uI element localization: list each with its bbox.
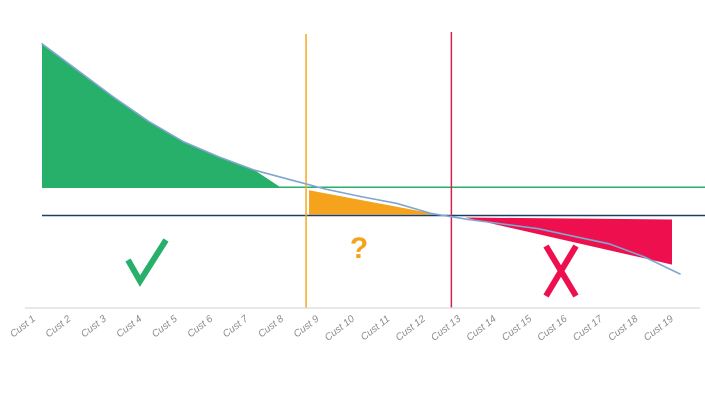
series-point <box>147 120 150 122</box>
series-point <box>324 188 327 190</box>
x-tick-label: Cust 5 <box>150 313 180 340</box>
accept-zone-area <box>42 43 281 188</box>
x-tick-label: Cust 14 <box>465 313 499 343</box>
x-mark-stroke-2 <box>543 244 579 298</box>
x-tick-label: Cust 8 <box>256 313 286 340</box>
series-point <box>289 178 291 181</box>
series-point <box>431 212 433 215</box>
x-tick-label: Cust 16 <box>536 313 570 343</box>
series-point <box>537 227 540 230</box>
x-tick-label: Cust 2 <box>44 313 74 340</box>
x-tick-label: Cust 10 <box>323 313 357 343</box>
x-tick-label: Cust 6 <box>186 313 216 340</box>
x-tick-label: Cust 19 <box>642 313 676 343</box>
threshold-lines-layer <box>42 32 705 308</box>
x-tick-label: Cust 15 <box>500 313 534 343</box>
x-tick-label: Cust 18 <box>606 313 640 343</box>
series-point <box>41 42 43 45</box>
x-tick-label: Cust 12 <box>394 313 428 343</box>
question-mark-symbol: ? <box>350 232 368 265</box>
maybe-zone-area <box>309 190 438 215</box>
reject-zone-area <box>465 217 672 265</box>
series-point <box>501 223 504 225</box>
series-point <box>643 256 646 258</box>
x-axis: Cust 1 Cust 2 Cust 3 Cust 4 Cust 5 Cust 6 Cust… <box>8 307 700 344</box>
checkmark-icon <box>125 238 169 287</box>
series-point <box>218 156 221 158</box>
series-point <box>466 218 469 221</box>
series-point <box>182 141 185 143</box>
series-layer <box>41 42 681 275</box>
series-point <box>572 235 575 238</box>
x-tick-label: Cust 17 <box>571 313 605 343</box>
x-tick-label: Cust 1 <box>8 314 38 340</box>
symbols-layer: ? <box>125 232 579 298</box>
series-point <box>679 273 681 275</box>
x-tick-label: Cust 3 <box>79 313 109 340</box>
series-point <box>360 195 362 198</box>
x-tick-label: Cust 7 <box>221 313 251 340</box>
series-point <box>253 169 256 172</box>
x-tick-label: Cust 4 <box>115 313 145 340</box>
x-tick-label: Cust 13 <box>429 313 463 343</box>
series-point <box>76 69 79 71</box>
zones-layer <box>42 43 672 265</box>
x-tick-label: Cust 9 <box>292 313 322 340</box>
series-point <box>395 202 398 205</box>
series-point <box>112 95 114 98</box>
x-tick-label: Cust 11 <box>359 314 392 343</box>
series-point <box>608 243 610 245</box>
